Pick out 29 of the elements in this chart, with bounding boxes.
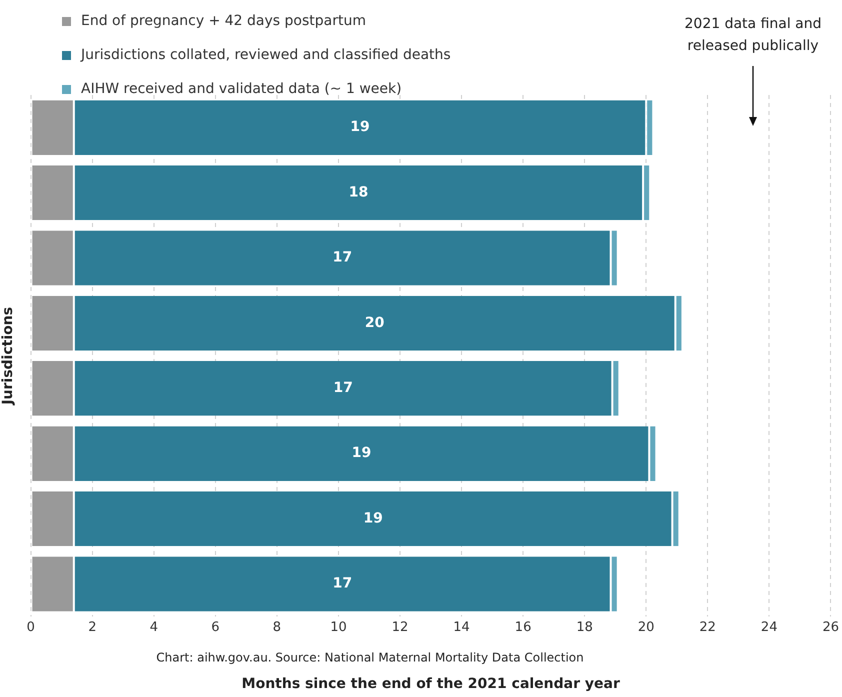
x-tick-label: 20 xyxy=(638,620,654,635)
x-axis-title: Months since the end of the 2021 calendar year xyxy=(242,676,620,692)
y-axis-title: Jurisdictions xyxy=(0,306,16,406)
x-tick-label: 10 xyxy=(330,620,347,635)
data-label: 17 xyxy=(332,250,352,266)
x-tick-label: 22 xyxy=(699,620,716,635)
data-label: 17 xyxy=(332,576,352,592)
legend-label: Jurisdictions collated, reviewed and classified deaths xyxy=(81,47,451,63)
x-tick-label: 6 xyxy=(211,620,220,635)
x-tick-label: 4 xyxy=(150,620,158,635)
x-tick-label: 16 xyxy=(514,620,532,635)
x-tick-label: 8 xyxy=(272,620,282,635)
data-label: 19 xyxy=(350,119,370,136)
text: 2021 data final and released publically xyxy=(684,16,822,54)
data-label: 18 xyxy=(348,184,368,200)
data-label: 20 xyxy=(364,314,385,331)
x-tick-label: 12 xyxy=(392,620,408,635)
x-tick-label: 2 xyxy=(88,620,96,635)
data-label: 19 xyxy=(363,510,383,526)
x-tick-label: 24 xyxy=(760,620,778,635)
text: Chart: aihw.gov.au. Source: National Maternal Mortality Data Collection xyxy=(156,650,584,665)
x-tick-label: 26 xyxy=(822,620,839,635)
x-tick-label: 0 xyxy=(26,620,35,635)
x-tick-label: 14 xyxy=(453,620,470,635)
x-tick-label: 18 xyxy=(576,620,593,635)
data-label: 19 xyxy=(352,445,372,462)
legend-label: End of pregnancy + 42 days postpartum xyxy=(81,13,366,29)
legend-label: AIHW received and validated data (~ 1 week) xyxy=(81,81,402,97)
data-label: 17 xyxy=(333,380,353,396)
